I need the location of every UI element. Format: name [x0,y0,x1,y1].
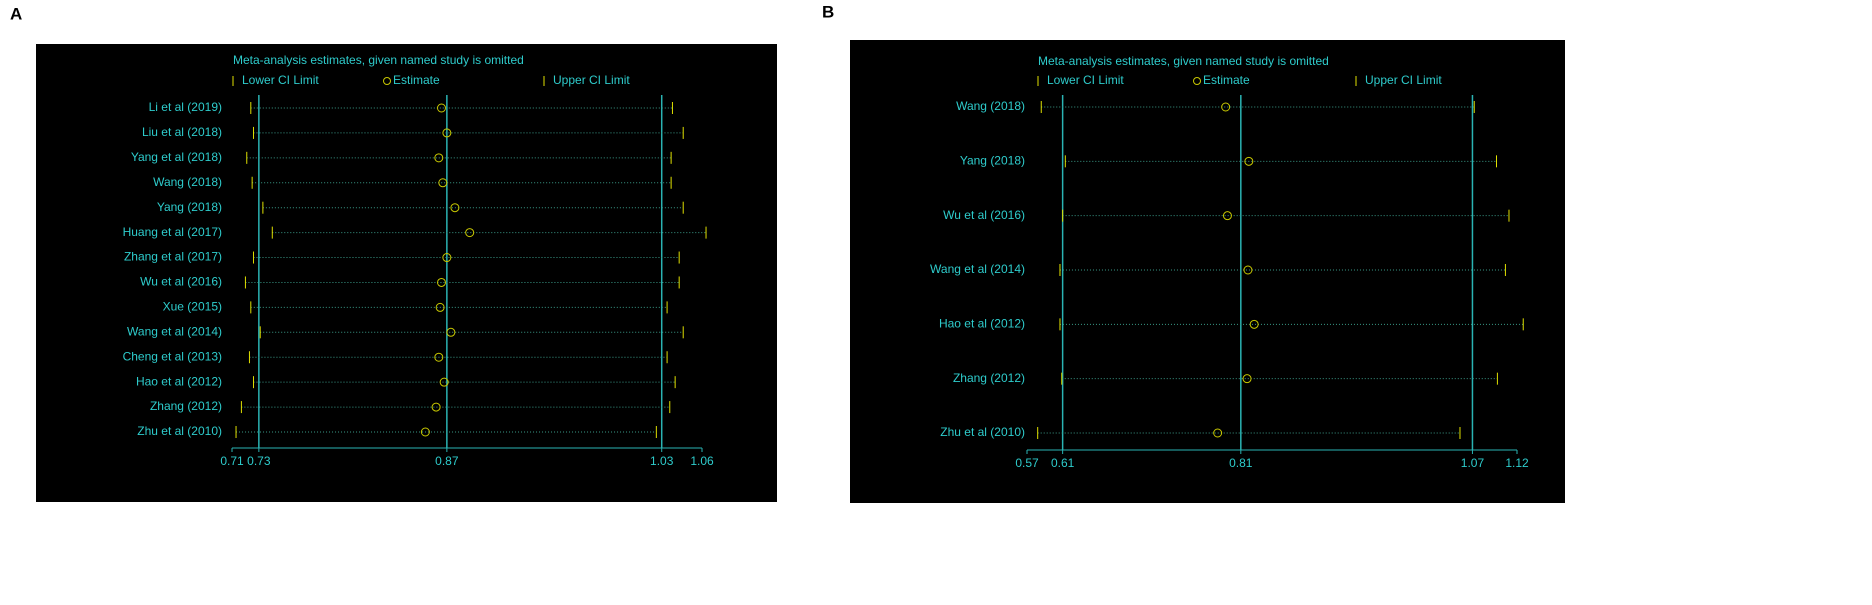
chart-title: Meta-analysis estimates, given named stu… [233,53,524,67]
study-label: Wang et al (2014) [127,324,222,338]
estimate [431,402,441,412]
study-label: Yang et al (2018) [131,150,222,164]
study-label: Xue (2015) [163,300,222,314]
study-label: Hao et al (2012) [939,317,1025,331]
estimate [1243,265,1253,275]
study-label: Zhu et al (2010) [940,425,1025,439]
legend-label: Estimate [1203,73,1250,87]
estimate [442,253,452,263]
x-tick-label: 0.57 [1015,456,1039,470]
legend-label: Lower CI Limit [242,73,319,87]
study-label: Wang (2018) [153,175,222,189]
study-label: Zhang (2012) [150,399,222,413]
study-label: Zhang et al (2017) [124,250,222,264]
x-tick-label: 1.03 [650,454,674,468]
legend-label: Upper CI Limit [1365,73,1442,87]
panel-a-background [36,44,777,502]
estimate [1249,319,1259,329]
x-tick-label: 1.06 [690,454,714,468]
estimate [1222,211,1232,221]
study-label: Wang (2018) [956,99,1025,113]
estimate [434,153,444,163]
x-tick-label: 0.87 [435,454,459,468]
legend-symbol [383,77,391,85]
study-label: Wu et al (2016) [943,208,1025,222]
x-tick-label: 0.73 [247,454,271,468]
estimate [442,128,452,138]
study-label: Zhu et al (2010) [137,424,222,438]
study-label: Hao et al (2012) [136,374,222,388]
chart-title: Meta-analysis estimates, given named stu… [1038,54,1329,68]
study-label: Wu et al (2016) [140,275,222,289]
estimate [434,352,444,362]
study-label: Zhang (2012) [953,371,1025,385]
panel-label: B [822,2,834,21]
legend-label: Estimate [393,73,440,87]
estimate [1244,156,1254,166]
estimate [446,327,456,337]
estimate [436,103,446,113]
estimate [420,427,430,437]
x-tick-label: 1.07 [1461,456,1485,470]
estimate [465,228,475,238]
x-tick-label: 0.71 [220,454,244,468]
estimate [1242,374,1252,384]
legend-label: Lower CI Limit [1047,73,1124,87]
study-label: Yang (2018) [157,200,222,214]
estimate [438,178,448,188]
study-label: Huang et al (2017) [123,225,222,239]
estimate [450,203,460,213]
estimate [439,377,449,387]
estimate [1213,428,1223,438]
panel-b-background [850,40,1565,503]
legend-label: Upper CI Limit [553,73,630,87]
study-label: Cheng et al (2013) [123,349,222,363]
study-label: Yang (2018) [960,154,1025,168]
panel-label: A [10,4,22,23]
estimate [1221,102,1231,112]
x-tick-label: 0.81 [1229,456,1253,470]
study-label: Liu et al (2018) [142,125,222,139]
x-tick-label: 1.12 [1505,456,1529,470]
estimate [435,302,445,312]
study-label: Li et al (2019) [149,100,222,114]
x-tick-label: 0.61 [1051,456,1075,470]
legend-symbol [1193,77,1201,85]
estimate [436,277,446,287]
study-label: Wang et al (2014) [930,262,1025,276]
